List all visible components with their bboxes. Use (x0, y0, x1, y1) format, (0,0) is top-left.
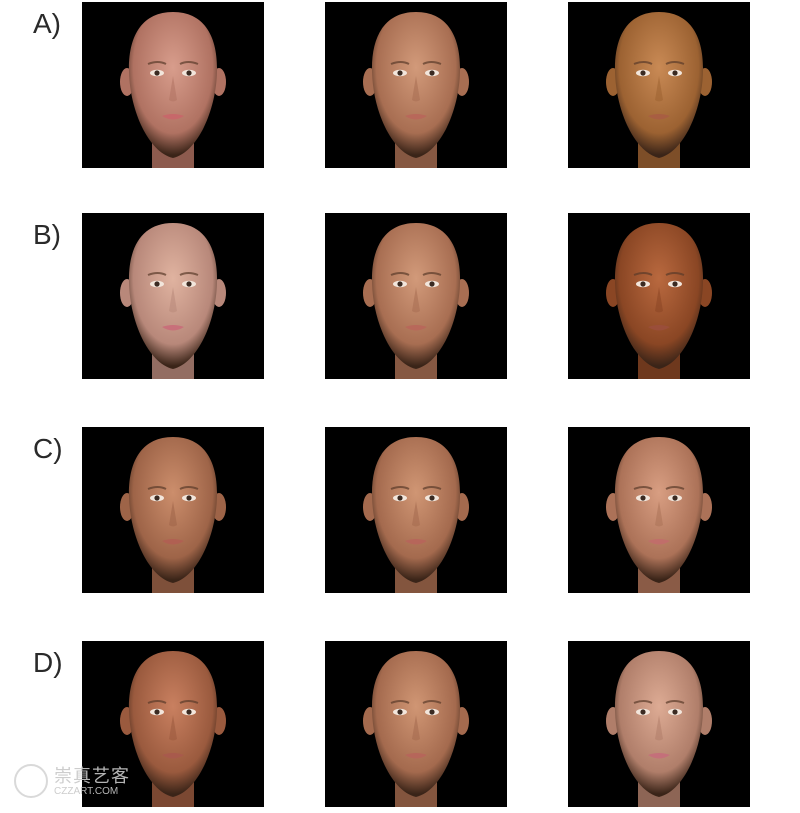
face-image (82, 427, 264, 593)
face-image (568, 213, 750, 379)
face-image (568, 641, 750, 807)
face-row: A) (0, 2, 800, 172)
watermark: 崇真艺客 CZZART.COM (14, 760, 144, 804)
face-image (325, 2, 507, 168)
face-image (325, 213, 507, 379)
face-image (82, 213, 264, 379)
face-image (568, 2, 750, 168)
face-image (325, 641, 507, 807)
row-label: C) (33, 433, 63, 464)
row-label: A) (33, 8, 61, 39)
face-image (82, 641, 264, 807)
face-row: B) (0, 213, 800, 383)
face-image (325, 427, 507, 593)
row-label: B) (33, 219, 61, 250)
face-row: C) (0, 427, 800, 597)
face-image (568, 427, 750, 593)
face-row: D) (0, 641, 800, 811)
watermark-english-text: CZZART.COM (54, 786, 119, 797)
watermark-logo-icon (14, 764, 48, 798)
watermark-chinese-text: 崇真艺客 (54, 766, 130, 786)
row-label: D) (33, 647, 63, 678)
face-image (82, 2, 264, 168)
